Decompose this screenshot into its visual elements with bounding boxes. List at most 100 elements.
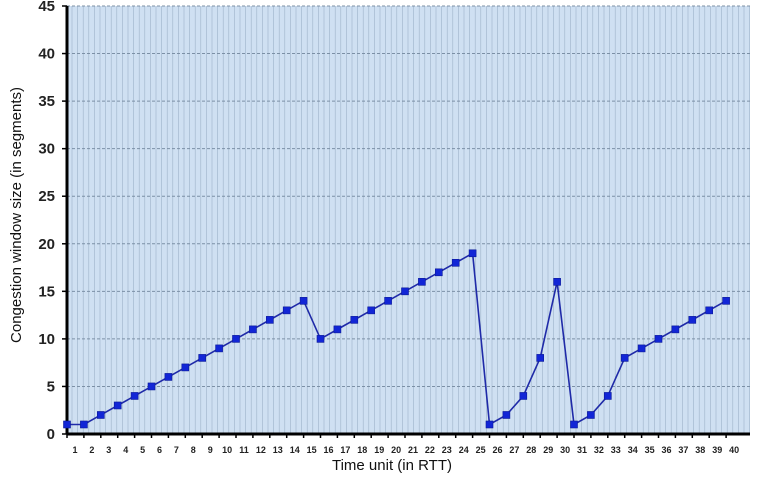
data-point [722, 297, 730, 305]
x-tick-label: 1 [72, 445, 77, 455]
x-tick-label: 17 [340, 445, 350, 455]
x-tick-label: 34 [628, 445, 638, 455]
x-tick-label: 15 [307, 445, 317, 455]
y-tick-label: 15 [38, 283, 55, 300]
x-axis-label: Time unit (in RTT) [332, 457, 452, 474]
data-point [418, 278, 426, 286]
x-tick-label: 19 [374, 445, 384, 455]
x-tick-label: 27 [509, 445, 519, 455]
x-tick-label: 10 [222, 445, 232, 455]
data-point [468, 249, 477, 258]
x-tick-label: 8 [191, 445, 196, 455]
x-tick-label: 14 [290, 445, 300, 455]
data-point [502, 411, 511, 419]
data-point [282, 306, 291, 315]
data-point [80, 420, 88, 429]
data-point [587, 411, 595, 419]
data-point [299, 297, 308, 305]
x-tick-label: 21 [408, 445, 418, 455]
x-tick-label: 18 [357, 445, 367, 455]
x-tick-label: 20 [391, 445, 401, 455]
data-point [671, 325, 680, 334]
data-point [603, 392, 612, 400]
x-tick-label: 31 [577, 445, 587, 455]
data-point [620, 354, 629, 362]
x-tick-label: 30 [560, 445, 570, 455]
x-tick-label: 9 [208, 445, 213, 455]
y-tick-labels: 0 5 10 15 20 25 30 35 40 45 [38, 0, 55, 443]
y-tick-label: 25 [38, 188, 55, 205]
y-tick-label: 45 [38, 0, 55, 15]
x-tick-label: 23 [442, 445, 452, 455]
x-tick-label: 37 [678, 445, 688, 455]
data-point [249, 325, 257, 334]
data-point [164, 373, 173, 381]
data-point [130, 392, 139, 400]
x-tick-label: 7 [174, 445, 179, 455]
data-point [113, 401, 122, 410]
y-tick-label: 0 [47, 426, 55, 443]
data-point [367, 306, 376, 315]
x-tick-label: 40 [729, 445, 739, 455]
data-point [333, 325, 342, 334]
x-tick-label: 32 [594, 445, 604, 455]
data-point [485, 420, 494, 429]
y-tick-label: 10 [38, 331, 55, 348]
x-tick-label: 5 [140, 445, 145, 455]
data-point [401, 287, 409, 296]
y-tick-label: 5 [47, 378, 55, 395]
x-tick-label: 3 [106, 445, 111, 455]
series-layer [63, 249, 730, 429]
data-point [519, 392, 528, 400]
data-point [63, 420, 71, 429]
data-point [705, 306, 714, 315]
x-tick-label: 16 [323, 445, 333, 455]
x-tick-label: 4 [123, 445, 128, 455]
x-tick-label: 12 [256, 445, 266, 455]
y-tick-label: 40 [38, 46, 55, 63]
data-point [350, 316, 359, 324]
data-point [316, 335, 325, 343]
x-tick-label: 26 [492, 445, 502, 455]
x-tick-label: 28 [526, 445, 536, 455]
data-point [384, 297, 392, 305]
x-tick-label: 35 [645, 445, 655, 455]
data-point [147, 382, 156, 391]
data-point [536, 354, 545, 362]
data-point [688, 316, 697, 324]
data-point [97, 411, 105, 419]
x-tick-label: 38 [695, 445, 705, 455]
x-tick-label: 6 [157, 445, 162, 455]
data-point [232, 335, 240, 343]
data-point [198, 354, 206, 362]
x-tick-label: 13 [273, 445, 283, 455]
plot-background [67, 6, 750, 434]
data-point [570, 420, 578, 429]
y-tick-label: 20 [38, 236, 55, 253]
y-tick-label: 30 [38, 141, 55, 158]
data-point [215, 344, 223, 353]
y-tick-label: 35 [38, 93, 55, 110]
data-point [181, 363, 190, 372]
x-tick-label: 33 [611, 445, 621, 455]
x-tick-labels: 1 2 3 4 5 6 7 8 9 10 11 12 13 14 15 16 17 18 19 20 21 22 23 24 2… [72, 445, 739, 455]
y-axis-label: Congestion window size (in segments) [8, 87, 25, 343]
x-tick-label: 24 [459, 445, 469, 455]
x-tick-label: 29 [543, 445, 553, 455]
x-tick-label: 25 [476, 445, 486, 455]
x-tick-label: 39 [712, 445, 722, 455]
data-point [654, 335, 663, 343]
data-point [434, 268, 443, 277]
x-tick-label: 22 [425, 445, 435, 455]
data-point [553, 278, 561, 286]
data-point [451, 258, 460, 267]
x-tick-label: 2 [89, 445, 94, 455]
axes [62, 5, 750, 438]
data-point [637, 344, 646, 353]
x-tick-label: 36 [661, 445, 671, 455]
series-line [67, 251, 727, 426]
x-tick-label: 11 [239, 445, 249, 455]
data-point [265, 316, 274, 324]
